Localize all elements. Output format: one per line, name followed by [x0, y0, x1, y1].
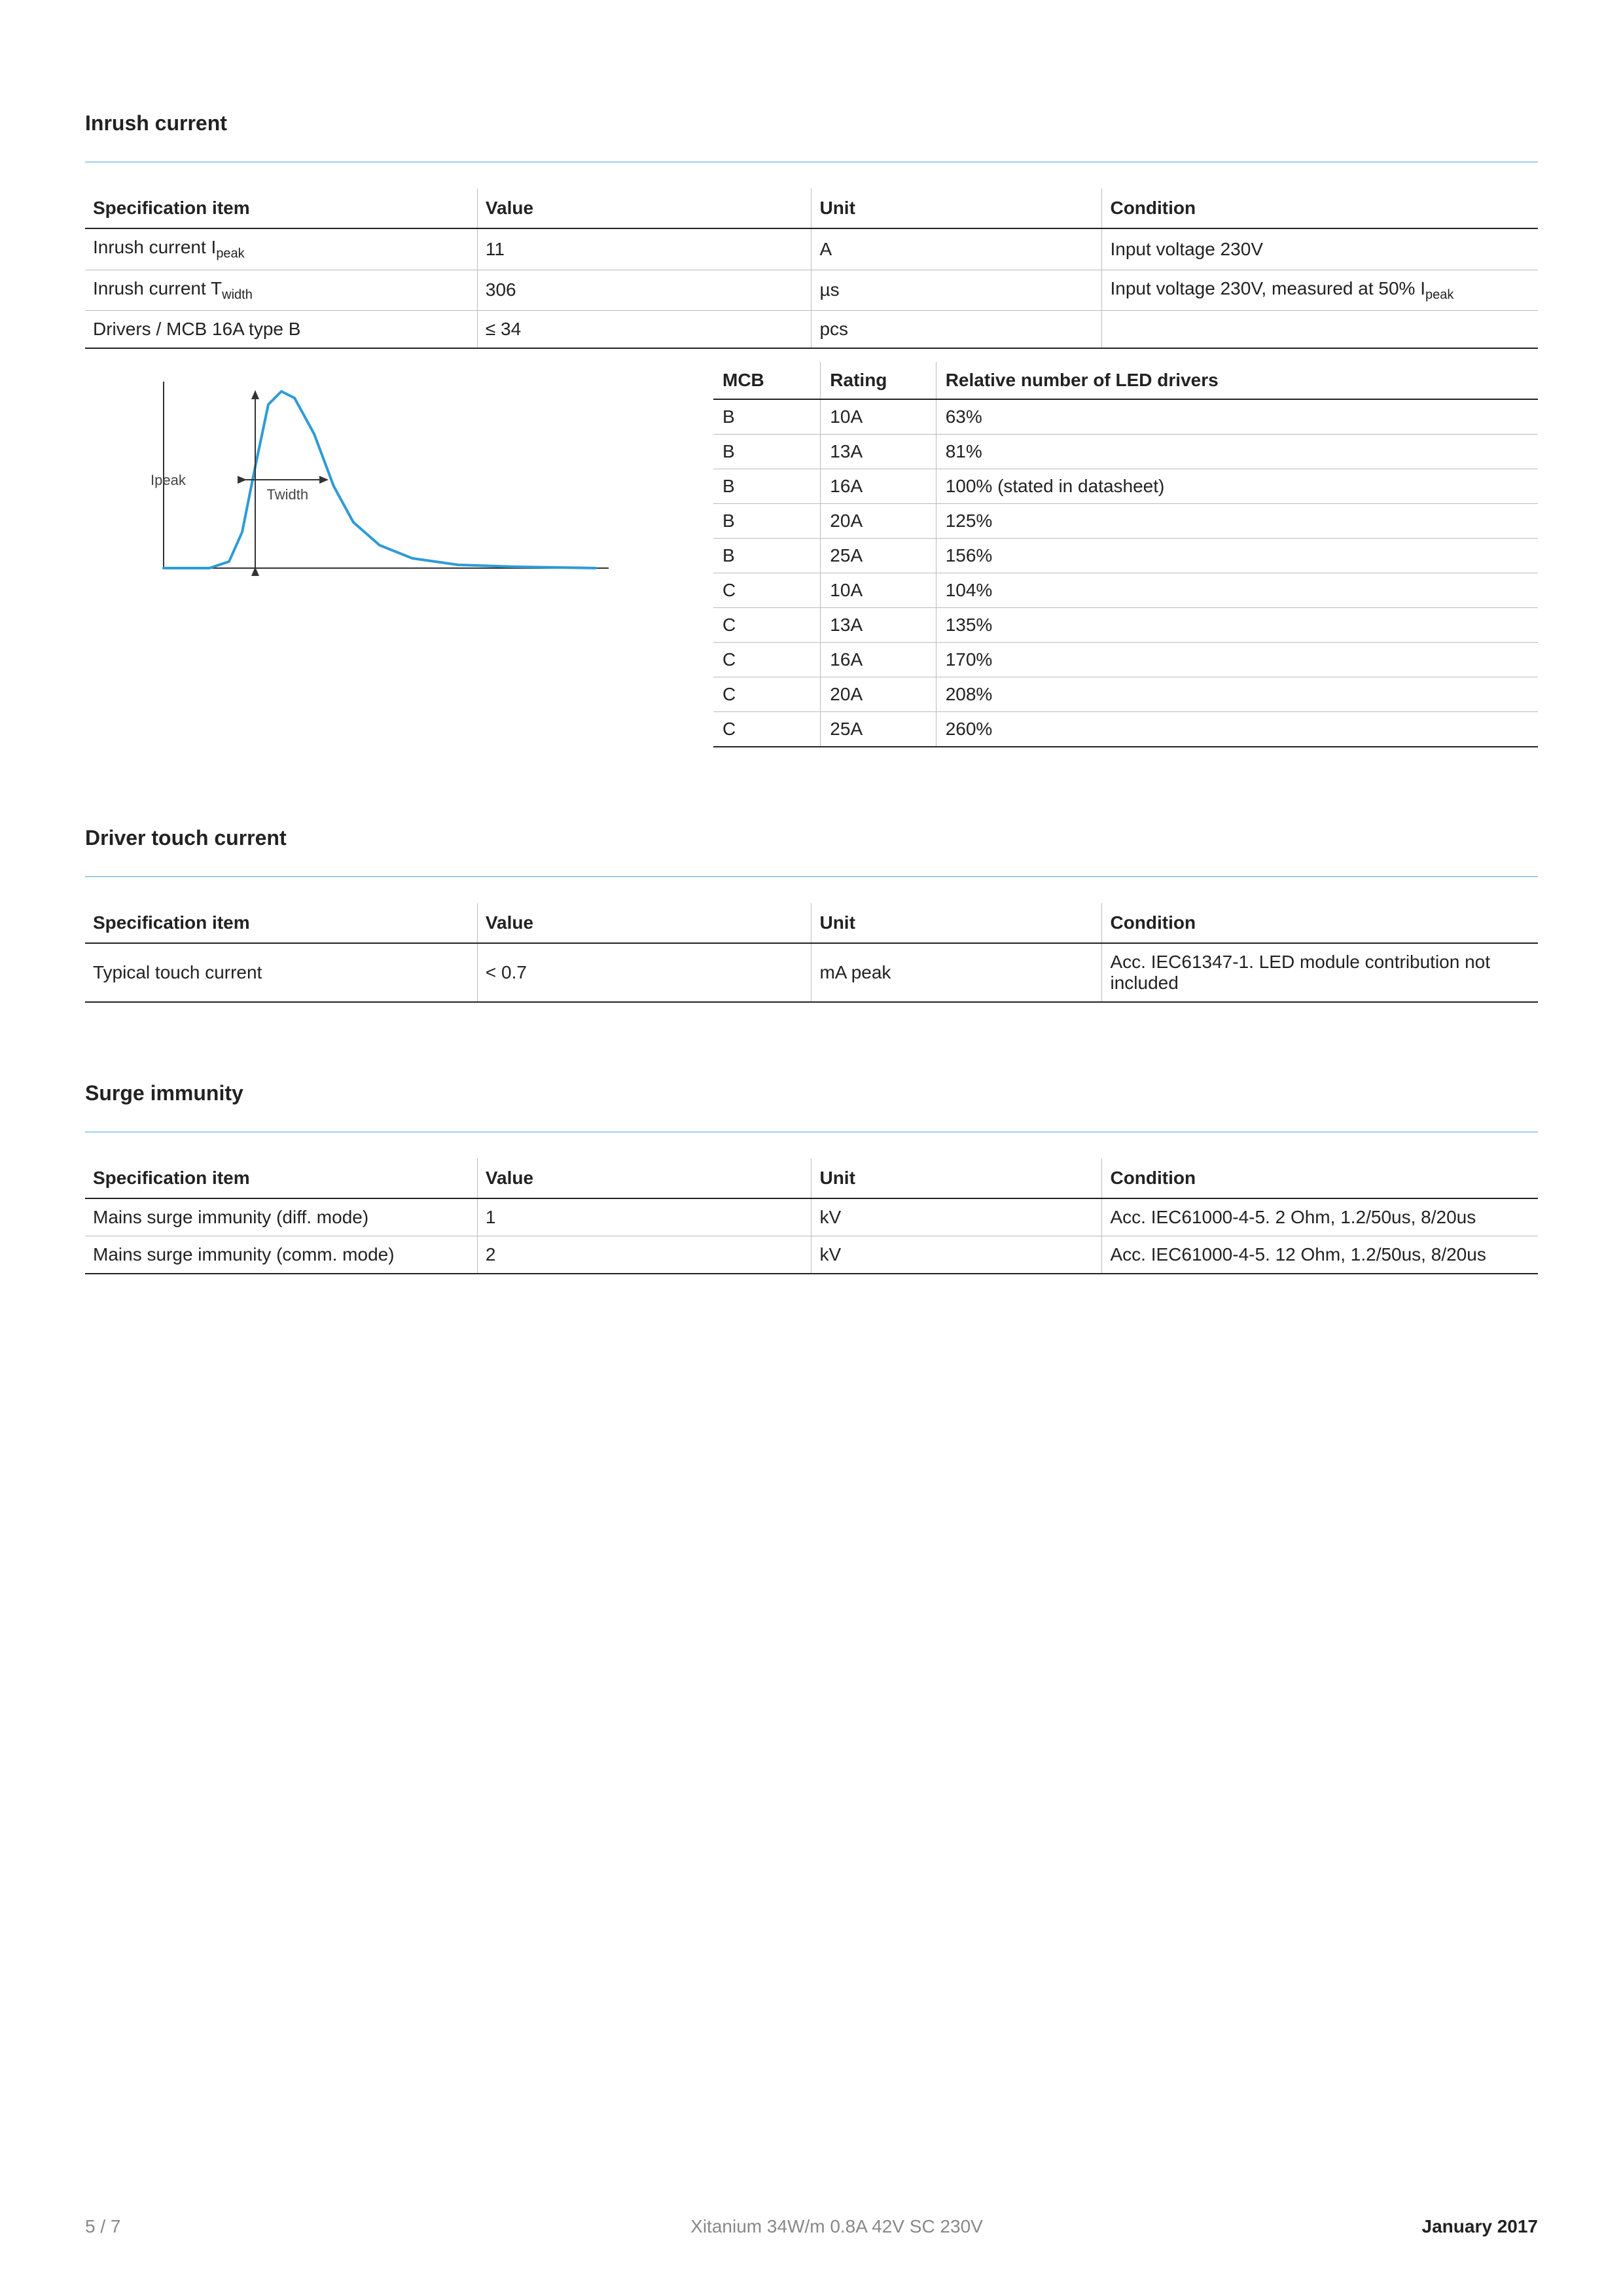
- divider: [85, 876, 1538, 877]
- section-surge: Surge immunity Specification itemValueUn…: [85, 1081, 1538, 1274]
- table-row: C16A170%: [713, 643, 1538, 677]
- table-header: Condition: [1102, 188, 1538, 228]
- table-header: Specification item: [85, 188, 477, 228]
- table-header: Specification item: [85, 903, 477, 943]
- table-row: B25A156%: [713, 539, 1538, 573]
- table-surge: Specification itemValueUnitCondition Mai…: [85, 1158, 1538, 1274]
- table-row: Inrush current Twidth306µsInput voltage …: [85, 270, 1538, 311]
- table-row: B13A81%: [713, 435, 1538, 469]
- table-header: Unit: [812, 188, 1102, 228]
- footer-product: Xitanium 34W/m 0.8A 42V SC 230V: [690, 2216, 983, 2237]
- table-row: B16A100% (stated in datasheet): [713, 469, 1538, 504]
- table-header: Specification item: [85, 1158, 477, 1198]
- section-inrush: Inrush current Specification itemValueUn…: [85, 111, 1538, 747]
- footer-date: January 2017: [1422, 2216, 1538, 2237]
- table-header: Relative number of LED drivers: [936, 362, 1538, 399]
- svg-text:Twidth: Twidth: [267, 486, 309, 503]
- table-header: MCB: [713, 362, 821, 399]
- table-row: C13A135%: [713, 608, 1538, 643]
- table-row: Inrush current Ipeak11AInput voltage 230…: [85, 228, 1538, 270]
- table-row: B10A63%: [713, 399, 1538, 435]
- footer-page-number: 5 / 7: [85, 2216, 120, 2237]
- table-header: Unit: [812, 1158, 1102, 1198]
- table-row: B20A125%: [713, 504, 1538, 539]
- table-touch: Specification itemValueUnitCondition Typ…: [85, 903, 1538, 1003]
- table-header: Value: [477, 188, 812, 228]
- table-row: C20A208%: [713, 677, 1538, 712]
- table-header: Condition: [1102, 1158, 1538, 1198]
- table-row: Mains surge immunity (comm. mode)2kVAcc.…: [85, 1236, 1538, 1274]
- table-inrush: Specification itemValueUnitCondition Inr…: [85, 188, 1538, 349]
- section-touch: Driver touch current Specification itemV…: [85, 826, 1538, 1003]
- heading-inrush: Inrush current: [85, 111, 1538, 135]
- table-mcb: MCBRatingRelative number of LED drivers …: [713, 362, 1538, 747]
- table-header: Condition: [1102, 903, 1538, 943]
- table-row: C10A104%: [713, 573, 1538, 608]
- table-header: Value: [477, 1158, 812, 1198]
- page-footer: 5 / 7 Xitanium 34W/m 0.8A 42V SC 230V Ja…: [85, 2216, 1538, 2237]
- table-row: C25A260%: [713, 712, 1538, 747]
- heading-surge: Surge immunity: [85, 1081, 1538, 1105]
- table-row: Mains surge immunity (diff. mode)1kVAcc.…: [85, 1198, 1538, 1236]
- table-header: Unit: [812, 903, 1102, 943]
- table-row: Drivers / MCB 16A type B≤ 34pcs: [85, 311, 1538, 349]
- table-header: Rating: [821, 362, 936, 399]
- table-header: Value: [477, 903, 812, 943]
- table-row: Typical touch current< 0.7mA peakAcc. IE…: [85, 943, 1538, 1002]
- chart-inrush-curve: Ipeak Twidth: [85, 362, 674, 747]
- svg-text:Ipeak: Ipeak: [151, 472, 187, 488]
- heading-touch: Driver touch current: [85, 826, 1538, 850]
